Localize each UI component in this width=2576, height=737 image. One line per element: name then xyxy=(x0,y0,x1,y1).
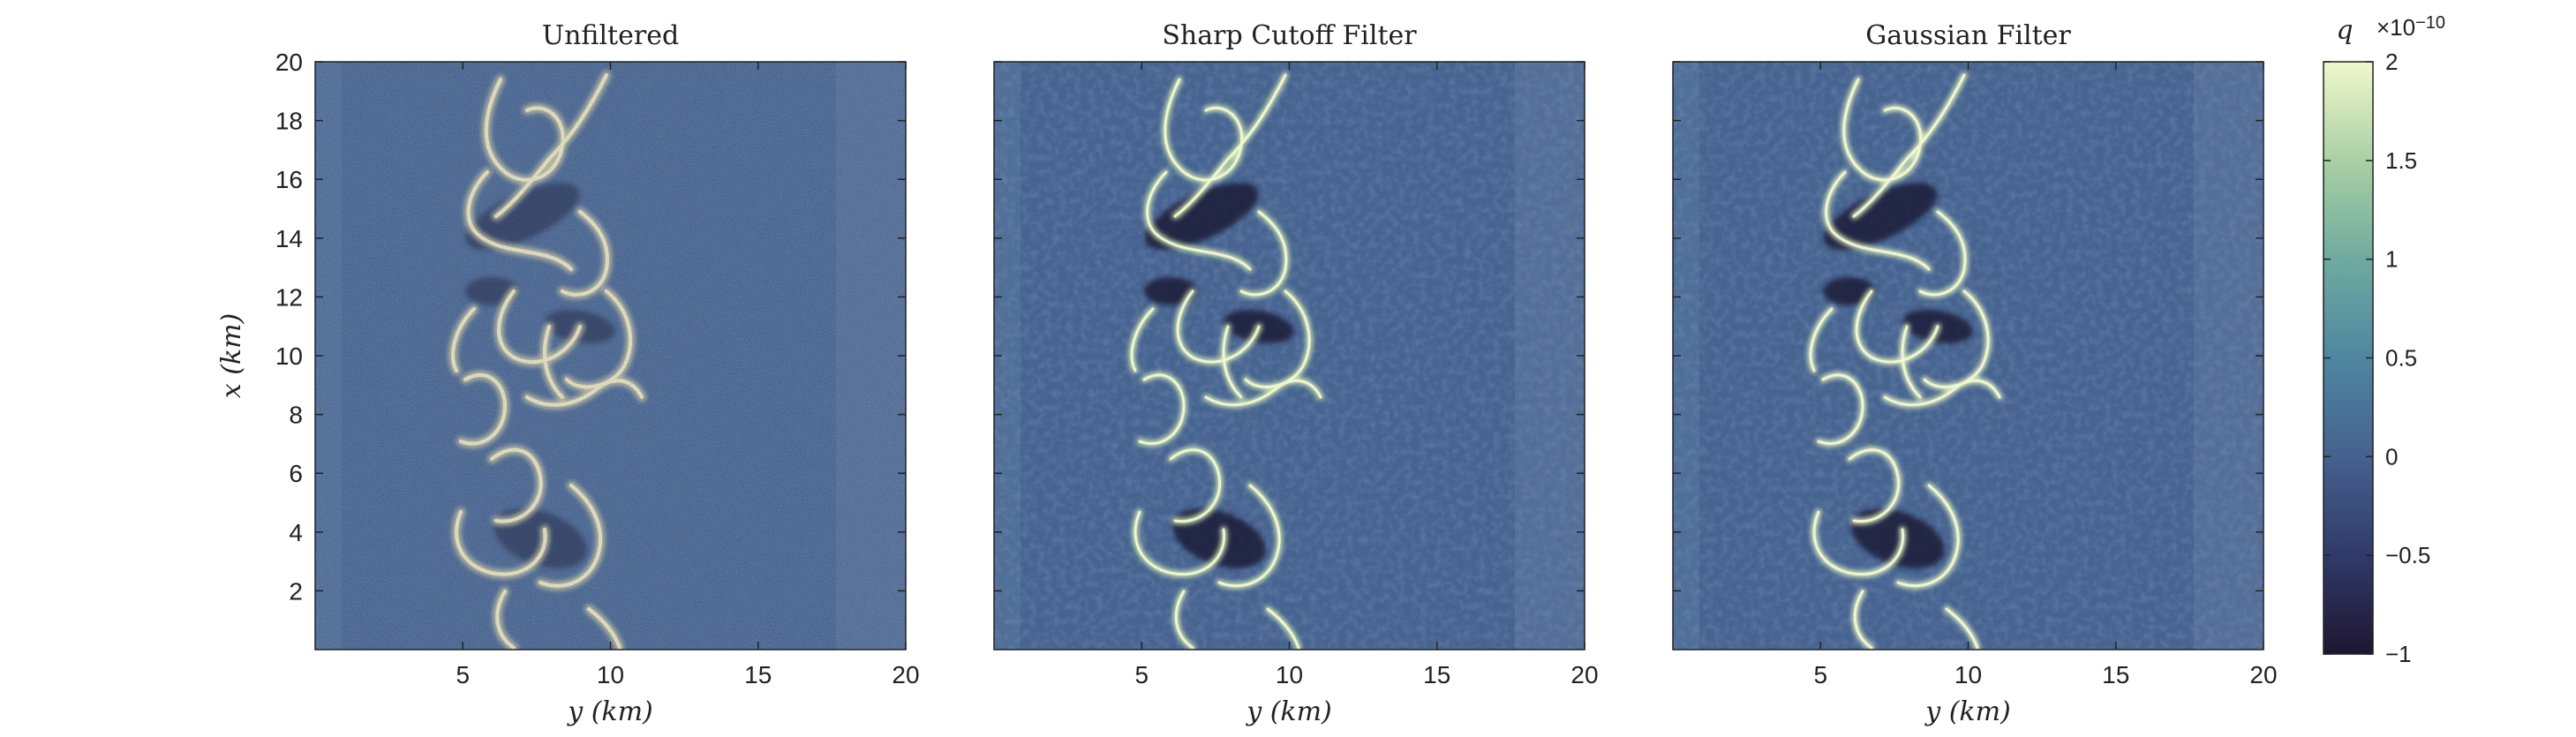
heatmap-grain xyxy=(430,62,695,650)
colorbar-bar xyxy=(2323,61,2374,655)
x-tick-label: 15 xyxy=(2102,661,2129,688)
panel-title: Sharp Cutoff Filter xyxy=(1162,20,1417,51)
chart-panel-2: 5 10 15 20 Sharp Cutoff Filter y (km) xyxy=(993,20,1599,727)
y-tick-label: 8 xyxy=(289,402,303,429)
y-tick-label: 18 xyxy=(275,108,303,135)
x-tick-label: 10 xyxy=(1955,661,1982,688)
heatmap-negative-region xyxy=(1172,508,1266,568)
panel-title: Gaussian Filter xyxy=(1865,20,2071,51)
colorbar-tick-label: 2 xyxy=(2385,49,2398,75)
x-axis-label: y (km) xyxy=(1924,696,2011,727)
y-tick-label: 4 xyxy=(289,519,303,546)
x-tick-label: 15 xyxy=(744,661,772,688)
x-axis-label: y (km) xyxy=(1245,696,1332,727)
colorbar-tick-label: 0 xyxy=(2385,443,2398,470)
x-tick-label: 10 xyxy=(1276,661,1303,688)
y-tick-label: 6 xyxy=(289,460,303,487)
chart-panel-1: 5 10 15 20 2 4 6 8 10 12 14 16 18 20 Unfiltered y (km) x… xyxy=(216,20,920,727)
heatmap-negative-region xyxy=(1144,277,1197,305)
heatmap-edge-noise xyxy=(2194,62,2263,650)
colorbar-exponent-power: −10 xyxy=(2415,13,2445,33)
x-tick-label: 5 xyxy=(1134,661,1149,688)
colorbar-exponent-prefix: ×10 xyxy=(2376,14,2415,41)
heatmap-area xyxy=(315,62,906,650)
y-tick-label: 14 xyxy=(275,225,303,252)
x-tick-label: 20 xyxy=(2249,661,2277,688)
x-tick-label: 15 xyxy=(1423,661,1450,688)
heatmap-area xyxy=(1673,62,2263,650)
y-tick-label: 16 xyxy=(275,166,303,193)
y-tick-label: 2 xyxy=(289,577,303,605)
heatmap-ripple xyxy=(1673,62,2263,650)
panel-title: Unfiltered xyxy=(542,20,679,51)
heatmap-edge-noise xyxy=(1515,62,1585,650)
y-tick-label: 10 xyxy=(275,342,303,370)
colorbar: 2 1.5 1 0.5 0 −0.5 −1 q ×10−10 xyxy=(2323,13,2445,667)
colorbar-exponent: ×10−10 xyxy=(2376,13,2445,41)
colorbar-tick-label: 1.5 xyxy=(2385,147,2417,174)
heatmap-ripple xyxy=(994,62,1585,650)
chart-panel-3: 5 10 15 20 Gaussian Filter y (km) xyxy=(1672,20,2278,727)
x-tick-label: 5 xyxy=(1813,661,1827,688)
x-tick-label: 5 xyxy=(456,661,470,688)
colorbar-ticks: 2 1.5 1 0.5 0 −0.5 −1 xyxy=(2324,49,2430,667)
heatmap-negative-region xyxy=(1851,508,1945,568)
colorbar-tick-label: 1 xyxy=(2385,246,2398,273)
colorbar-tick-label: −1 xyxy=(2385,641,2412,667)
colorbar-tick-label: −0.5 xyxy=(2385,542,2430,568)
y-tick-label: 20 xyxy=(275,49,303,76)
heatmap-negative-region xyxy=(1144,183,1259,250)
x-tick-label: 10 xyxy=(597,661,624,688)
heatmap-negative-region xyxy=(1823,277,1876,305)
heatmap-negative-region xyxy=(1823,183,1938,250)
y-tick-label: 12 xyxy=(275,283,303,311)
y-axis-label: x (km) xyxy=(216,313,247,399)
heatmap-edge-noise xyxy=(836,62,906,650)
panels: 5 10 15 20 2 4 6 8 10 12 14 16 18 20 Unfiltered y (km) x… xyxy=(216,20,2278,727)
colorbar-tick-label: 0.5 xyxy=(2385,345,2417,372)
heatmap-area xyxy=(994,62,1585,650)
x-tick-label: 20 xyxy=(1570,661,1598,688)
x-axis-label: y (km) xyxy=(566,696,653,727)
x-tick-label: 20 xyxy=(892,661,919,688)
colorbar-label: q xyxy=(2336,15,2353,46)
